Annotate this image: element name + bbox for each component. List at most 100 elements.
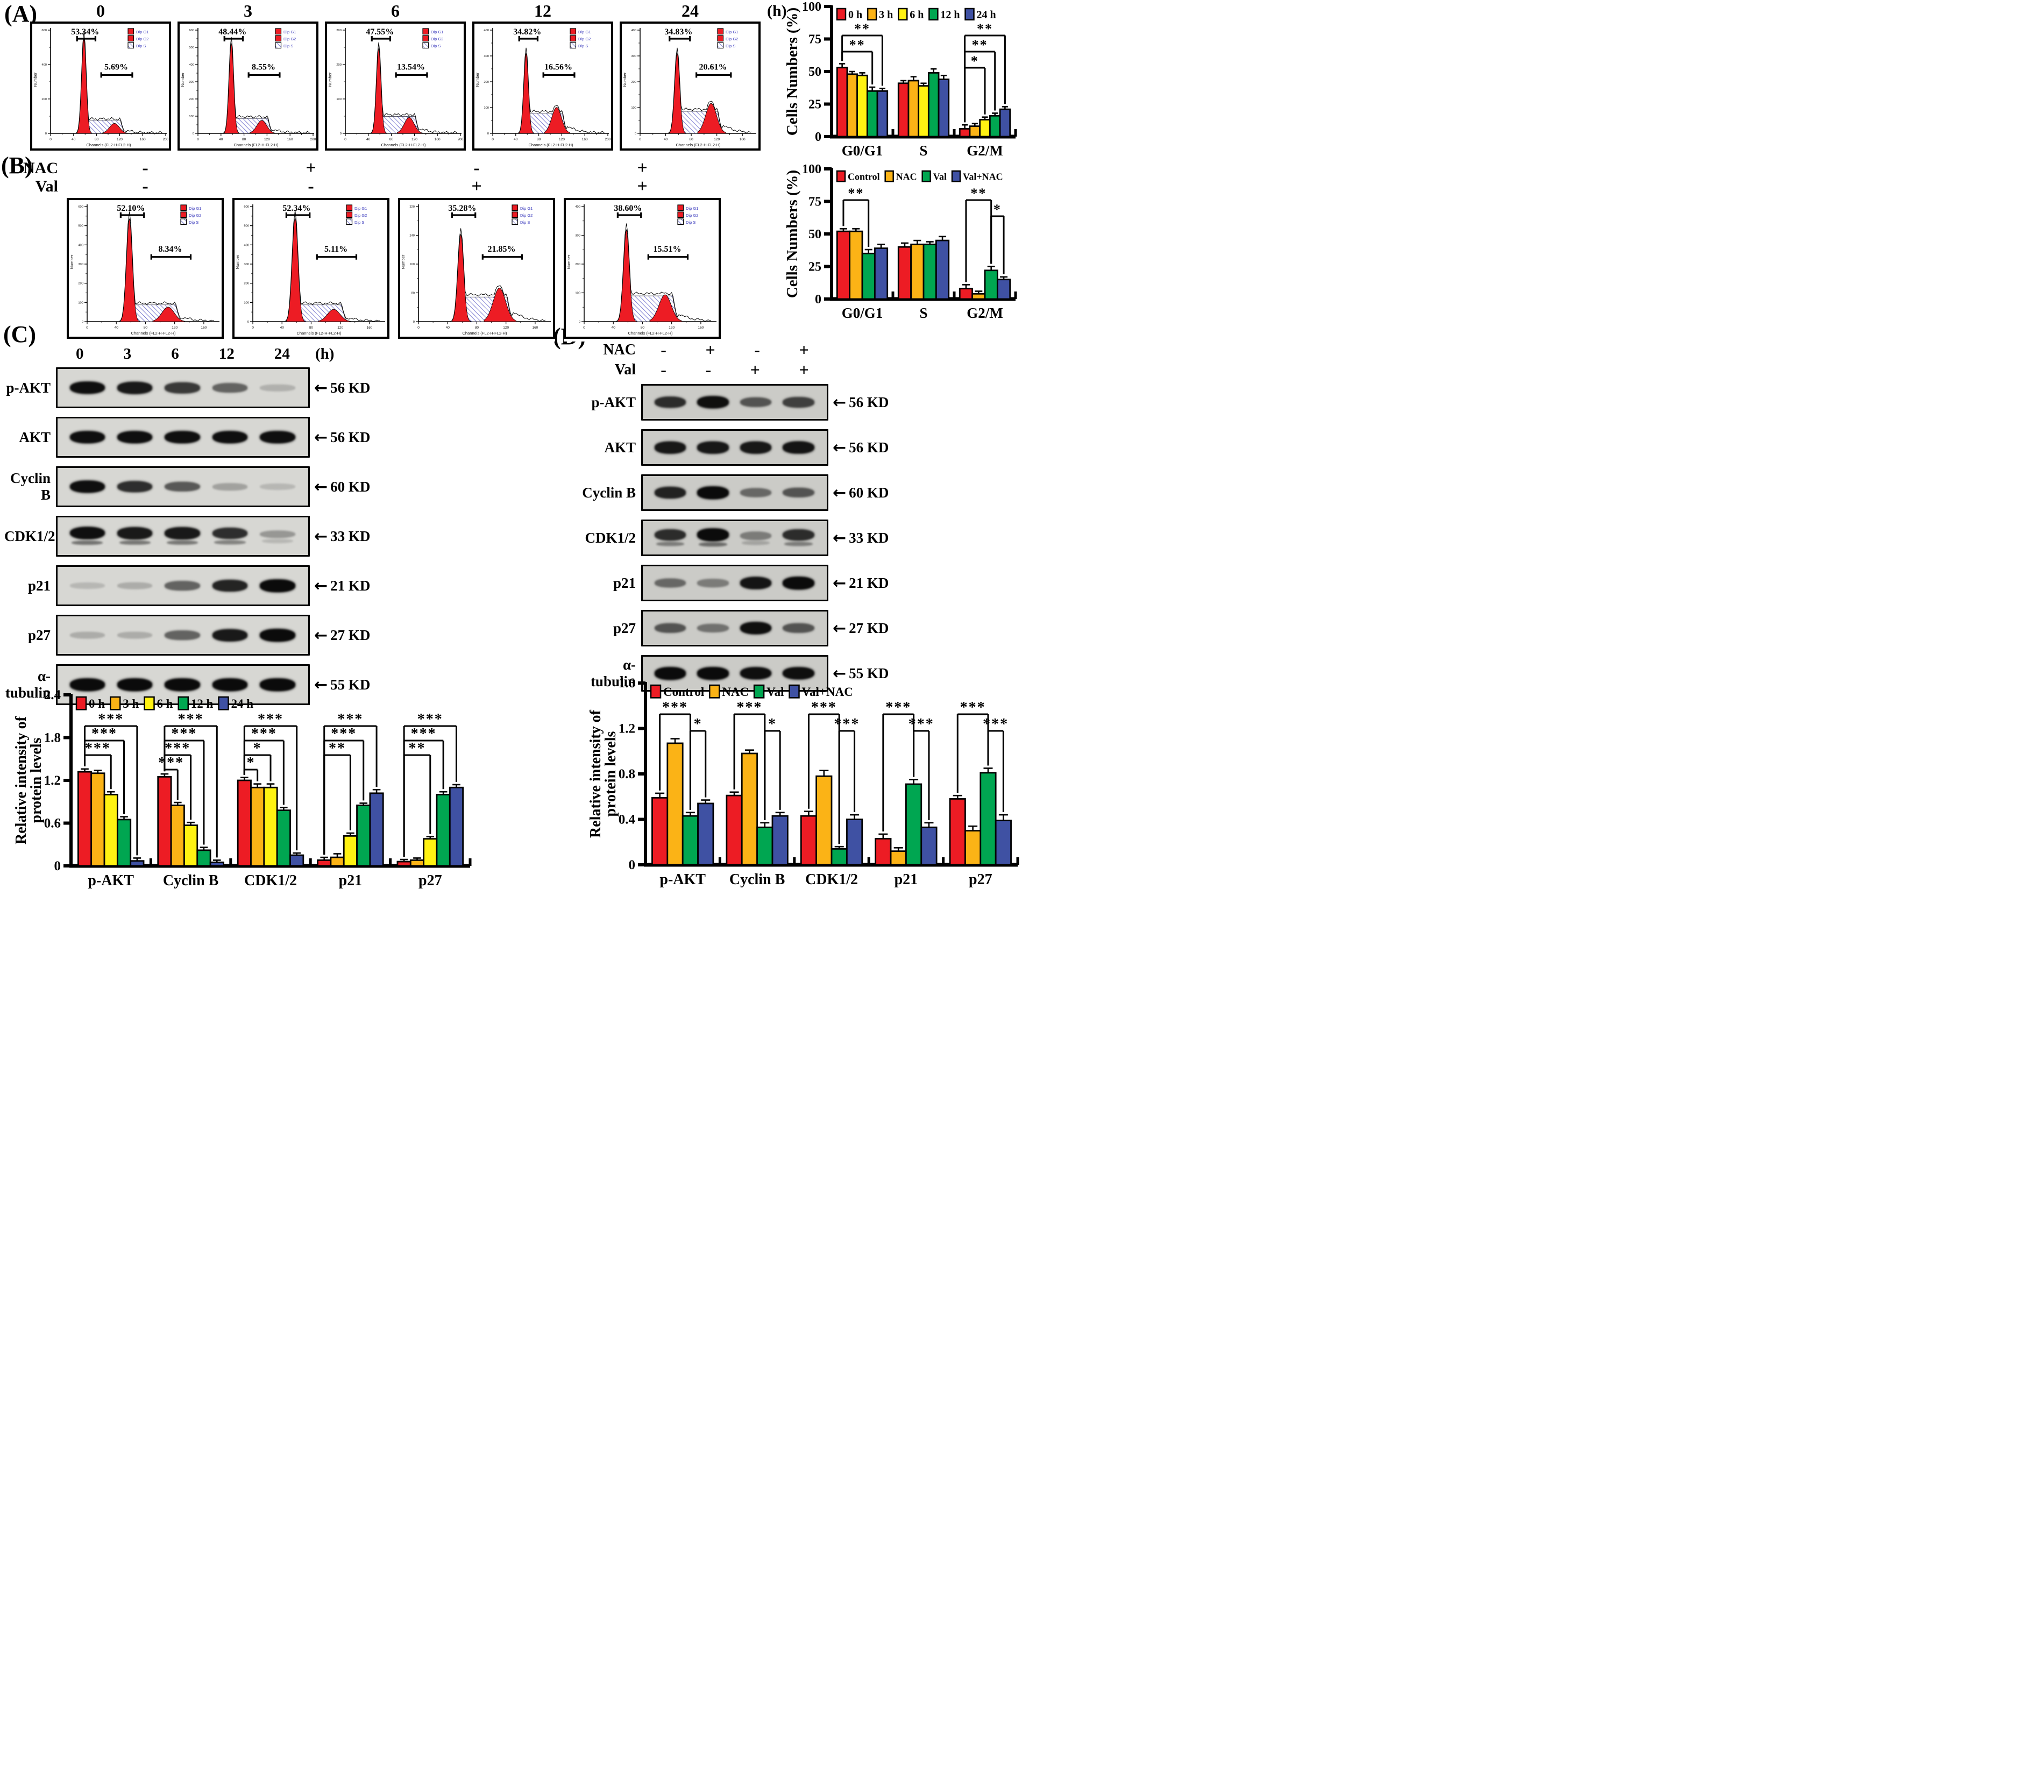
flow-histogram: 0 40 80 120 160 200 0 100 200 300 400 500 600 Number C…: [178, 22, 318, 153]
svg-text:160: 160: [287, 138, 293, 141]
svg-text:Dip G2: Dip G2: [726, 37, 738, 41]
svg-text:Dip G1: Dip G1: [726, 30, 738, 34]
svg-text:400: 400: [484, 29, 489, 32]
svg-text:400: 400: [189, 63, 194, 67]
svg-text:Dip G1: Dip G1: [431, 30, 443, 34]
svg-text:**: **: [848, 186, 864, 201]
molecular-weight: ← 56 KD: [314, 428, 371, 447]
molecular-weight: ← 56 KD: [314, 378, 371, 397]
svg-text:40: 40: [219, 138, 223, 141]
svg-text:***: ***: [417, 711, 443, 728]
protein-band: [740, 577, 772, 589]
svg-text:100: 100: [78, 301, 83, 304]
condition-sign: +: [471, 176, 482, 196]
condition-sign: +: [799, 340, 809, 359]
svg-text:160: 160: [201, 326, 207, 330]
protein-band: [697, 396, 729, 409]
protein-band: [783, 529, 814, 541]
svg-text:52.34%: 52.34%: [282, 204, 310, 213]
svg-text:***: ***: [983, 716, 1009, 733]
svg-text:**: **: [329, 740, 346, 757]
lane-label: 12: [218, 345, 235, 362]
svg-text:Dip G2: Dip G2: [136, 37, 148, 41]
svg-text:50: 50: [808, 65, 821, 79]
protein-band: [783, 577, 814, 589]
svg-text:protein levels: protein levels: [602, 731, 619, 816]
svg-text:5.11%: 5.11%: [324, 245, 347, 254]
timepoint-label: 3: [244, 1, 252, 20]
svg-text:120: 120: [669, 326, 675, 330]
protein-band: [165, 581, 200, 591]
condition-sign: -: [142, 176, 148, 196]
protein-band: [697, 579, 729, 587]
svg-text:100: 100: [631, 106, 636, 110]
condition-row-label: NAC: [603, 341, 636, 358]
svg-text:Val+NAC: Val+NAC: [963, 172, 1003, 182]
svg-text:**: **: [408, 740, 425, 757]
svg-text:40: 40: [514, 138, 518, 141]
svg-text:***: ***: [662, 699, 688, 716]
svg-text:0: 0: [193, 132, 194, 136]
protein-band: [697, 486, 729, 499]
molecular-weight: ← 21 KD: [833, 573, 889, 593]
molecular-weight: ← 55 KD: [833, 664, 889, 683]
svg-text:200: 200: [631, 81, 636, 84]
svg-text:***: ***: [98, 711, 124, 728]
svg-text:160: 160: [698, 326, 704, 330]
svg-text:NAC: NAC: [722, 685, 749, 699]
protein-band: [783, 623, 814, 634]
svg-text:S: S: [919, 305, 927, 321]
svg-text:80: 80: [537, 138, 541, 141]
protein-band-secondary: [656, 542, 685, 546]
protein-band: [212, 431, 248, 444]
svg-text:38.60%: 38.60%: [614, 204, 642, 213]
svg-text:S: S: [919, 143, 927, 159]
svg-text:240: 240: [409, 234, 415, 238]
svg-text:Number: Number: [566, 254, 571, 269]
svg-text:15.51%: 15.51%: [654, 245, 682, 254]
svg-text:160: 160: [140, 138, 146, 141]
svg-text:12 h: 12 h: [191, 697, 214, 710]
arrow-left-icon: ←: [833, 393, 847, 412]
condition-row-label: Val: [35, 177, 58, 195]
svg-text:***: ***: [331, 726, 357, 742]
arrow-left-icon: ←: [833, 438, 847, 457]
svg-text:Channels (FL2-H-FL2-H): Channels (FL2-H-FL2-H): [234, 143, 279, 147]
svg-text:400: 400: [41, 63, 47, 67]
svg-text:CDK1/2: CDK1/2: [805, 871, 858, 888]
svg-text:Channels (FL2-H-FL2-H): Channels (FL2-H-FL2-H): [87, 143, 131, 147]
svg-text:Number: Number: [475, 72, 480, 87]
svg-text:p21: p21: [895, 871, 918, 888]
protein-band: [654, 487, 686, 499]
protein-label: p21: [27, 577, 51, 594]
condition-row-label: Val: [614, 361, 636, 378]
protein-band: [783, 487, 814, 498]
svg-text:Dip S: Dip S: [686, 220, 695, 225]
svg-text:**: **: [854, 21, 870, 37]
svg-text:*: *: [768, 716, 777, 733]
arrow-left-icon: ←: [833, 528, 847, 547]
svg-text:***: ***: [251, 726, 277, 742]
svg-text:53.34%: 53.34%: [71, 27, 99, 37]
condition-sign: +: [637, 158, 648, 178]
svg-text:Dip S: Dip S: [283, 44, 293, 48]
svg-text:75: 75: [808, 195, 821, 209]
western-blot-strip: [641, 474, 828, 511]
svg-text:0.4: 0.4: [619, 813, 636, 827]
protein-band: [69, 527, 105, 539]
arrow-left-icon: ←: [314, 378, 328, 397]
svg-text:0: 0: [54, 859, 61, 873]
svg-text:0: 0: [45, 132, 47, 136]
condition-sign: -: [754, 340, 760, 359]
protein-band: [260, 483, 295, 490]
svg-text:***: ***: [178, 711, 204, 728]
protein-band: [165, 481, 200, 492]
svg-text:***: ***: [165, 740, 190, 757]
svg-text:8.55%: 8.55%: [252, 62, 275, 72]
svg-text:80: 80: [309, 326, 314, 330]
protein-band: [783, 441, 814, 454]
svg-text:p27: p27: [969, 871, 992, 888]
protein-band: [697, 667, 729, 680]
svg-text:Dip G1: Dip G1: [136, 30, 148, 34]
arrow-left-icon: ←: [314, 625, 328, 645]
